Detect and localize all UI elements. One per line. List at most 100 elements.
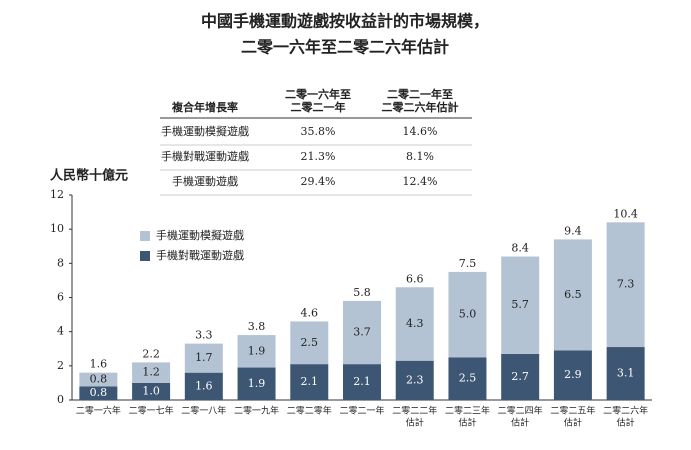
data-label: 2.1 [301,375,319,388]
data-label: 0.8 [90,386,108,399]
bar-segment [343,300,381,365]
total-label: 10.4 [613,207,638,220]
total-label: 5.8 [353,286,371,299]
x-tick-label: 估計 [617,417,635,429]
chart-title: 中國手機運動遊戲按收益計的市場規模， [201,12,489,31]
bar-segment [290,321,329,365]
bar-segment [553,239,592,351]
x-tick-label: 估計 [406,417,424,429]
bar-segment [606,222,645,348]
bar-segment [237,367,276,400]
bar-segment [501,353,540,400]
table-cell: 12.4% [403,175,438,188]
data-label: 0.8 [90,373,108,386]
data-label: 1.7 [195,351,213,364]
y-tick-label: 10 [50,222,64,235]
table-cell: 手機運動模擬遊戲 [161,124,249,138]
total-label: 4.6 [301,306,319,319]
data-label: 1.6 [195,379,213,392]
y-tick-label: 6 [57,291,64,304]
y-tick-label: 4 [57,325,64,338]
bar-segment [132,362,171,383]
legend-label: 手機運動模擬遊戲 [156,228,244,242]
x-tick-label: 二零一八年 [181,405,226,417]
data-label: 1.9 [248,377,266,390]
y-tick-label: 12 [50,188,64,201]
x-tick-label: 二零一九年 [234,405,279,417]
x-tick-label: 估計 [511,417,529,429]
data-label: 2.5 [459,372,477,385]
chart-subtitle: 二零一六年至二零二六年估計 [241,38,449,57]
data-label: 4.3 [406,317,424,330]
total-label: 3.3 [195,329,213,342]
total-label: 3.8 [248,320,266,333]
total-label: 7.5 [459,257,477,270]
legend-swatch [140,231,150,241]
x-tick-label: 二零二二年 [392,405,437,417]
y-tick-label: 0 [57,393,64,406]
x-tick-label: 二零二五年 [550,405,595,417]
data-label: 7.3 [617,278,635,291]
total-label: 1.6 [90,358,108,371]
bar-segment [184,343,223,373]
y-tick-label: 2 [57,359,64,372]
table-cell: 14.6% [403,125,438,138]
bar-segment [553,350,592,400]
table-header: 二零二六年估計 [382,100,459,114]
bar-segment [290,364,329,400]
table-cell: 8.1% [406,150,434,163]
data-label: 6.5 [564,288,582,301]
total-label: 9.4 [564,224,582,237]
table-header: 複合年增長率 [171,100,238,114]
x-tick-label: 二零二四年 [498,405,543,417]
x-tick-label: 二零二一年 [339,405,384,417]
bar-segment [184,372,223,400]
data-label: 1.0 [142,384,160,397]
bar-segment [395,360,434,400]
data-label: 2.7 [511,370,529,383]
total-label: 8.4 [511,242,529,255]
total-label: 6.6 [406,272,424,285]
legend-swatch [140,251,150,261]
bar-segment [79,372,118,387]
table-header: 二零二一年 [291,100,346,114]
table-cell: 35.8% [301,125,336,138]
table-cell: 29.4% [301,175,336,188]
bar-segment [79,386,118,400]
table-header: 二零一六年至 [285,87,351,101]
data-label: 5.7 [511,298,529,311]
bar-segment [448,271,487,358]
bar-segment [343,364,381,400]
data-label: 2.9 [564,368,582,381]
data-label: 2.1 [353,375,371,388]
total-label: 2.2 [142,347,160,360]
bar-segment [395,287,434,361]
data-label: 2.3 [406,373,424,386]
data-label: 2.5 [301,336,319,349]
x-tick-label: 估計 [564,417,582,429]
x-tick-label: 二零二零年 [287,405,332,417]
data-label: 3.1 [617,367,635,380]
bar-segment [132,382,171,400]
table-header: 二零二一年至 [387,87,453,101]
x-tick-label: 二零二三年 [445,405,490,417]
y-tick-label: 8 [57,256,64,269]
x-tick-label: 二零一六年 [76,405,121,417]
x-tick-label: 二零二六年 [603,405,648,417]
bar-segment [606,347,645,400]
bar-segment [501,256,540,354]
data-label: 1.9 [248,344,266,357]
bar-segment [448,357,487,400]
legend-label: 手機對戰運動遊戲 [156,248,244,262]
table-cell: 手機對戰運動遊戲 [161,149,249,163]
bar-segment [237,335,276,368]
data-label: 1.2 [142,366,160,379]
x-tick-label: 二零一七年 [129,405,174,417]
y-axis-label: 人民幣十億元 [50,168,128,184]
table-cell: 手機運動遊戲 [172,174,238,188]
data-label: 5.0 [459,308,477,321]
data-label: 3.7 [353,326,371,339]
x-tick-label: 估計 [458,417,476,429]
table-cell: 21.3% [301,150,336,163]
